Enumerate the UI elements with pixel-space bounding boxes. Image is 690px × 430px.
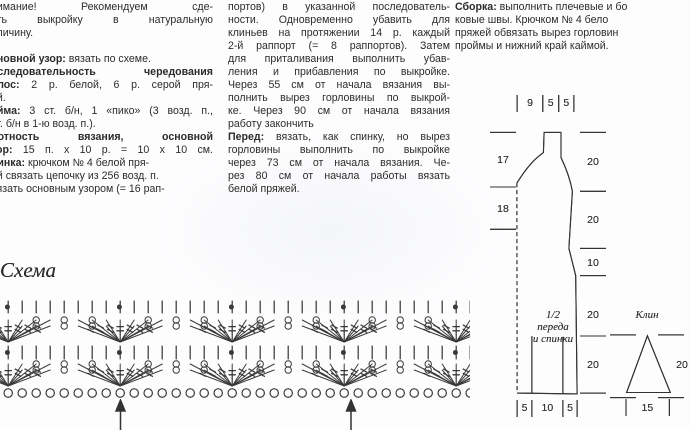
svg-text:20: 20 xyxy=(587,359,599,371)
svg-text:переда: переда xyxy=(537,321,569,333)
svg-text:15: 15 xyxy=(642,402,654,414)
svg-text:1/2: 1/2 xyxy=(546,309,561,321)
svg-text:10: 10 xyxy=(587,257,599,269)
svg-text:Клин: Клин xyxy=(634,309,659,321)
svg-text:5: 5 xyxy=(563,97,569,109)
svg-text:20: 20 xyxy=(587,309,599,321)
svg-text:5: 5 xyxy=(548,97,554,109)
svg-text:17: 17 xyxy=(497,154,509,166)
svg-text:20: 20 xyxy=(587,156,599,168)
svg-text:20: 20 xyxy=(587,214,599,226)
svg-text:5: 5 xyxy=(522,402,528,414)
svg-text:10: 10 xyxy=(542,402,554,414)
svg-text:18: 18 xyxy=(497,203,509,215)
svg-text:9: 9 xyxy=(527,97,533,109)
svg-text:5: 5 xyxy=(567,402,573,414)
svg-text:20: 20 xyxy=(676,359,688,371)
svg-text:и спинки: и спинки xyxy=(533,333,574,345)
